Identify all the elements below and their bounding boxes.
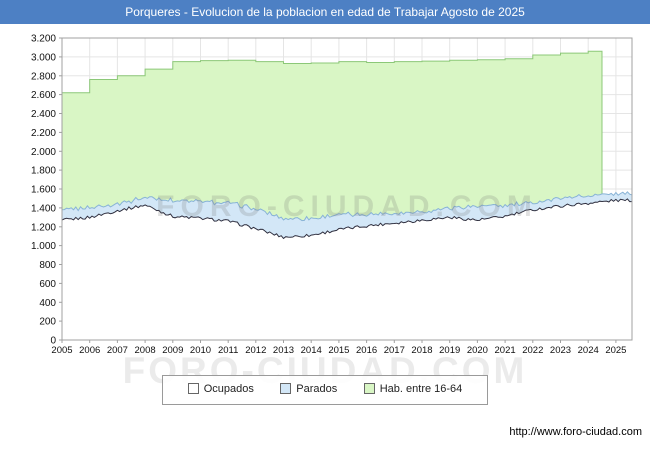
svg-text:1.600: 1.600 <box>31 185 56 196</box>
svg-text:400: 400 <box>39 298 56 309</box>
svg-text:1.000: 1.000 <box>31 241 56 252</box>
legend-label-hab-16-64: Hab. entre 16-64 <box>379 382 463 395</box>
chart-title-bar: Porqueres - Evolucion de la poblacion en… <box>0 0 650 24</box>
svg-text:2024: 2024 <box>578 345 599 356</box>
svg-text:2019: 2019 <box>439 345 460 356</box>
svg-text:2013: 2013 <box>273 345 294 356</box>
svg-text:1.200: 1.200 <box>31 222 56 233</box>
svg-text:2022: 2022 <box>522 345 543 356</box>
chart-canvas: 0 200 400 600 800 1.000 1.200 1.400 1.600 1.800 2.… <box>31 34 633 356</box>
svg-text:2021: 2021 <box>495 345 516 356</box>
svg-text:2.000: 2.000 <box>31 147 56 158</box>
svg-text:2012: 2012 <box>245 345 266 356</box>
legend-swatch-parados <box>280 383 292 394</box>
svg-text:800: 800 <box>39 260 56 271</box>
svg-text:2016: 2016 <box>356 345 377 356</box>
legend: Ocupados Parados Hab. entre 16-64 <box>0 375 650 405</box>
svg-text:200: 200 <box>39 317 56 328</box>
svg-text:2006: 2006 <box>79 345 100 356</box>
svg-text:2017: 2017 <box>384 345 405 356</box>
svg-text:2.400: 2.400 <box>31 109 56 120</box>
svg-text:0: 0 <box>50 336 56 347</box>
svg-text:2010: 2010 <box>190 345 211 356</box>
footer-url[interactable]: http://www.foro-ciudad.com <box>509 426 642 438</box>
svg-text:600: 600 <box>39 279 56 290</box>
legend-swatch-hab-16-64 <box>363 383 375 394</box>
svg-text:2011: 2011 <box>218 345 238 356</box>
svg-text:2.200: 2.200 <box>31 128 56 139</box>
legend-item-hab-16-64: Hab. entre 16-64 <box>363 382 463 395</box>
legend-swatch-ocupados <box>187 383 199 394</box>
svg-text:2.800: 2.800 <box>31 71 56 82</box>
svg-text:2023: 2023 <box>550 345 571 356</box>
svg-text:3.200: 3.200 <box>31 34 56 45</box>
svg-text:FORO-CIUDAD.COM: FORO-CIUDAD.COM <box>156 190 538 223</box>
chart-title: Porqueres - Evolucion de la poblacion en… <box>125 5 525 19</box>
svg-text:2008: 2008 <box>135 345 156 356</box>
svg-text:3.000: 3.000 <box>31 52 56 63</box>
svg-text:2005: 2005 <box>51 345 72 356</box>
legend-item-parados: Parados <box>280 383 337 395</box>
legend-item-ocupados: Ocupados <box>187 382 254 395</box>
svg-text:1.800: 1.800 <box>31 166 56 177</box>
svg-text:2025: 2025 <box>605 345 626 356</box>
legend-box: Ocupados Parados Hab. entre 16-64 <box>161 375 489 405</box>
svg-text:2009: 2009 <box>162 345 183 356</box>
svg-text:1.400: 1.400 <box>31 203 56 214</box>
svg-text:2020: 2020 <box>467 345 488 356</box>
svg-text:2.600: 2.600 <box>31 90 56 101</box>
svg-text:2014: 2014 <box>301 345 322 356</box>
svg-text:2015: 2015 <box>328 345 349 356</box>
svg-text:2018: 2018 <box>411 345 432 356</box>
legend-label-parados: Parados <box>296 382 338 395</box>
legend-label-ocupados: Ocupados <box>203 382 254 395</box>
svg-text:2007: 2007 <box>107 345 128 356</box>
